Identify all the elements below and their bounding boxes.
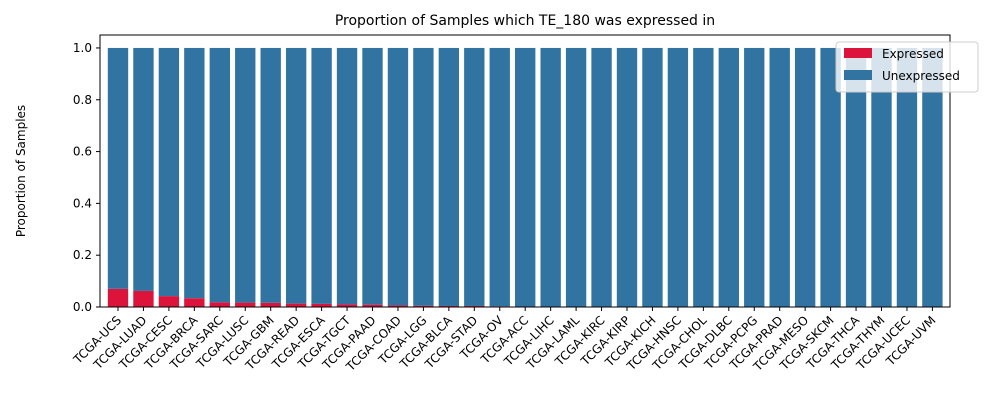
bar-unexpressed-tcga-dlbc xyxy=(718,47,739,307)
bar-unexpressed-tcga-read xyxy=(285,47,307,304)
bar-unexpressed-tcga-blca xyxy=(438,47,460,306)
bar-expressed-tcga-cesc xyxy=(158,296,180,307)
legend-label-unexpressed: Unexpressed xyxy=(882,69,960,83)
bar-expressed-tcga-esca xyxy=(311,303,332,307)
bar-unexpressed-tcga-cesc xyxy=(158,47,180,297)
bar-unexpressed-tcga-prad xyxy=(769,47,790,307)
bar-unexpressed-tcga-chol xyxy=(693,47,714,307)
bar-expressed-tcga-luad xyxy=(133,290,154,307)
bar-expressed-tcga-lusc xyxy=(235,302,256,307)
plot-frame xyxy=(99,34,951,308)
y-tick-label: 0.2 xyxy=(73,248,92,262)
bar-expressed-tcga-brca xyxy=(184,298,205,307)
y-tick-label: 0.4 xyxy=(73,196,92,210)
y-tick-label: 0.8 xyxy=(73,93,92,107)
bar-expressed-tcga-paad xyxy=(362,304,383,307)
bar-unexpressed-tcga-lihc xyxy=(540,47,561,307)
bar-unexpressed-tcga-luad xyxy=(133,47,154,291)
bar-unexpressed-tcga-tgct xyxy=(336,47,358,305)
bar-expressed-tcga-coad xyxy=(387,305,409,307)
chart-title: Proportion of Samples which TE_180 was e… xyxy=(335,13,715,29)
bar-unexpressed-tcga-lusc xyxy=(235,47,256,303)
bar-expressed-tcga-lgg xyxy=(413,305,434,307)
x-axis-ticks: TCGA-UCSTCGA-LUADTCGA-CESCTCGA-BRCATCGA-… xyxy=(70,307,939,374)
bar-unexpressed-tcga-meso xyxy=(794,47,816,307)
bar-unexpressed-tcga-thym xyxy=(871,47,892,307)
bar-unexpressed-tcga-ucs xyxy=(107,47,129,289)
bar-expressed-tcga-read xyxy=(285,303,307,307)
bar-unexpressed-tcga-skcm xyxy=(820,47,841,307)
bar-expressed-tcga-gbm xyxy=(260,302,281,307)
legend-swatch-unexpressed xyxy=(844,70,872,80)
bar-expressed-tcga-sarc xyxy=(209,302,230,307)
bar-unexpressed-tcga-lgg xyxy=(413,47,434,306)
bar-unexpressed-tcga-esca xyxy=(311,47,332,304)
y-axis-label: Proportion of Samples xyxy=(14,105,28,237)
bar-unexpressed-tcga-kirp xyxy=(616,47,638,307)
bars-group xyxy=(107,47,943,307)
bar-unexpressed-tcga-laml xyxy=(565,47,587,307)
bar-unexpressed-tcga-kich xyxy=(642,47,663,307)
bar-unexpressed-tcga-gbm xyxy=(260,47,281,303)
legend: Expressed Unexpressed xyxy=(835,41,979,93)
bar-unexpressed-tcga-ucec xyxy=(896,47,918,307)
bar-expressed-tcga-ucs xyxy=(107,288,129,307)
bar-unexpressed-tcga-ov xyxy=(489,47,510,307)
bar-unexpressed-tcga-pcpg xyxy=(744,47,765,307)
bar-unexpressed-tcga-sarc xyxy=(209,47,230,303)
legend-label-expressed: Expressed xyxy=(882,47,944,61)
bar-unexpressed-tcga-paad xyxy=(362,47,383,305)
bar-unexpressed-tcga-stad xyxy=(464,47,485,306)
bar-unexpressed-tcga-hnsc xyxy=(667,47,689,307)
bar-unexpressed-tcga-brca xyxy=(184,47,205,299)
bar-unexpressed-tcga-uvm xyxy=(922,47,943,307)
y-tick-label: 1.0 xyxy=(73,41,92,55)
bar-unexpressed-tcga-acc xyxy=(515,47,536,307)
bar-expressed-tcga-stad xyxy=(464,305,485,307)
y-tick-label: 0.6 xyxy=(73,145,92,159)
bar-unexpressed-tcga-kirc xyxy=(591,47,612,307)
bar-expressed-tcga-tgct xyxy=(336,304,358,307)
y-tick-label: 0.0 xyxy=(73,300,92,314)
legend-swatch-expressed xyxy=(844,48,872,58)
bar-unexpressed-tcga-coad xyxy=(387,47,409,306)
bar-unexpressed-tcga-thca xyxy=(845,47,867,307)
y-axis-ticks: 0.0 0.2 0.4 0.6 0.8 1.0 xyxy=(73,41,100,314)
bar-expressed-tcga-blca xyxy=(438,305,460,307)
